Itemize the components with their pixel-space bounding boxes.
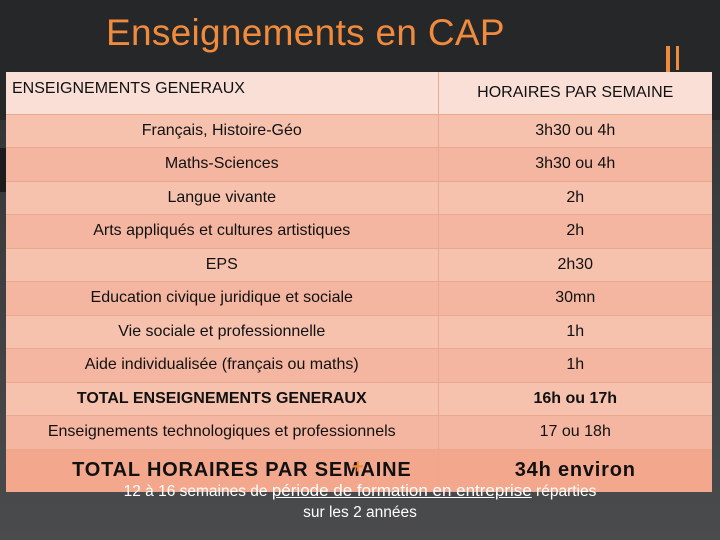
total-general-row: TOTAL ENSEIGNEMENTS GENERAUX 16h ou 17h (6, 382, 712, 416)
footnote-emphasis: période de formation en entreprise (271, 481, 532, 500)
hours-cell: 17 ou 18h (438, 415, 712, 450)
footnote-line-2: sur les 2 années (303, 504, 417, 521)
hours-cell: 16h ou 17h (438, 382, 712, 416)
table-row: Arts appliqués et cultures artistiques 2… (6, 214, 712, 249)
hours-cell: 3h30 ou 4h (438, 114, 712, 148)
subject-cell: Aide individualisée (français ou maths) (6, 348, 439, 383)
subject-cell: EPS (6, 248, 439, 282)
subject-cell: Français, Histoire-Géo (6, 114, 439, 148)
subject-cell: Enseignements technologiques et professi… (6, 415, 439, 450)
subject-cell: TOTAL ENSEIGNEMENTS GENERAUX (6, 382, 439, 416)
subject-cell: Maths-Sciences (6, 147, 439, 182)
hours-cell: 3h30 ou 4h (438, 147, 712, 182)
footnote: 12 à 16 semaines de période de formation… (0, 480, 720, 523)
table-row: Vie sociale et professionnelle 1h (6, 315, 712, 349)
accent-bar-small (676, 46, 679, 70)
footnote-suffix: réparties (531, 483, 597, 500)
table-row: Français, Histoire-Géo 3h30 ou 4h (6, 114, 712, 148)
subject-cell: Arts appliqués et cultures artistiques (6, 214, 439, 249)
hours-cell: 2h (438, 181, 712, 215)
footnote-prefix: 12 à 16 semaines de (123, 483, 272, 500)
hours-cell: 1h (438, 348, 712, 383)
hours-cell: 30mn (438, 281, 712, 316)
header-hours: HORAIRES PAR SEMAINE (438, 72, 712, 115)
slide-title: Enseignements en CAP (106, 12, 505, 53)
header-subjects: ENSEIGNEMENTS GENERAUX (6, 72, 439, 115)
hours-cell: 1h (438, 315, 712, 349)
subject-cell: Langue vivante (6, 181, 439, 215)
grand-total-label: TOTAL HORAIRES PAR SEMAINE (6, 449, 439, 492)
table-row: EPS 2h30 (6, 248, 712, 282)
table-row: Langue vivante 2h (6, 181, 712, 215)
table-row: Education civique juridique et sociale 3… (6, 281, 712, 316)
grand-total-hours: 34h environ (438, 449, 712, 492)
grand-total-row: TOTAL HORAIRES PAR SEMAINE 34h environ (6, 449, 712, 492)
plus-sign: + (352, 456, 364, 478)
footnote-line-1: 12 à 16 semaines de période de formation… (0, 480, 720, 502)
hours-cell: 2h30 (438, 248, 712, 282)
subject-cell: Education civique juridique et sociale (6, 281, 439, 316)
table-row: Maths-Sciences 3h30 ou 4h (6, 147, 712, 182)
subject-cell: Vie sociale et professionnelle (6, 315, 439, 349)
table-row: Enseignements technologiques et professi… (6, 415, 712, 450)
schedule-table: ENSEIGNEMENTS GENERAUX HORAIRES PAR SEMA… (6, 72, 712, 492)
table-row: Aide individualisée (français ou maths) … (6, 348, 712, 383)
hours-cell: 2h (438, 214, 712, 249)
table-header-row: ENSEIGNEMENTS GENERAUX HORAIRES PAR SEMA… (6, 72, 712, 115)
side-decoration (0, 148, 6, 192)
